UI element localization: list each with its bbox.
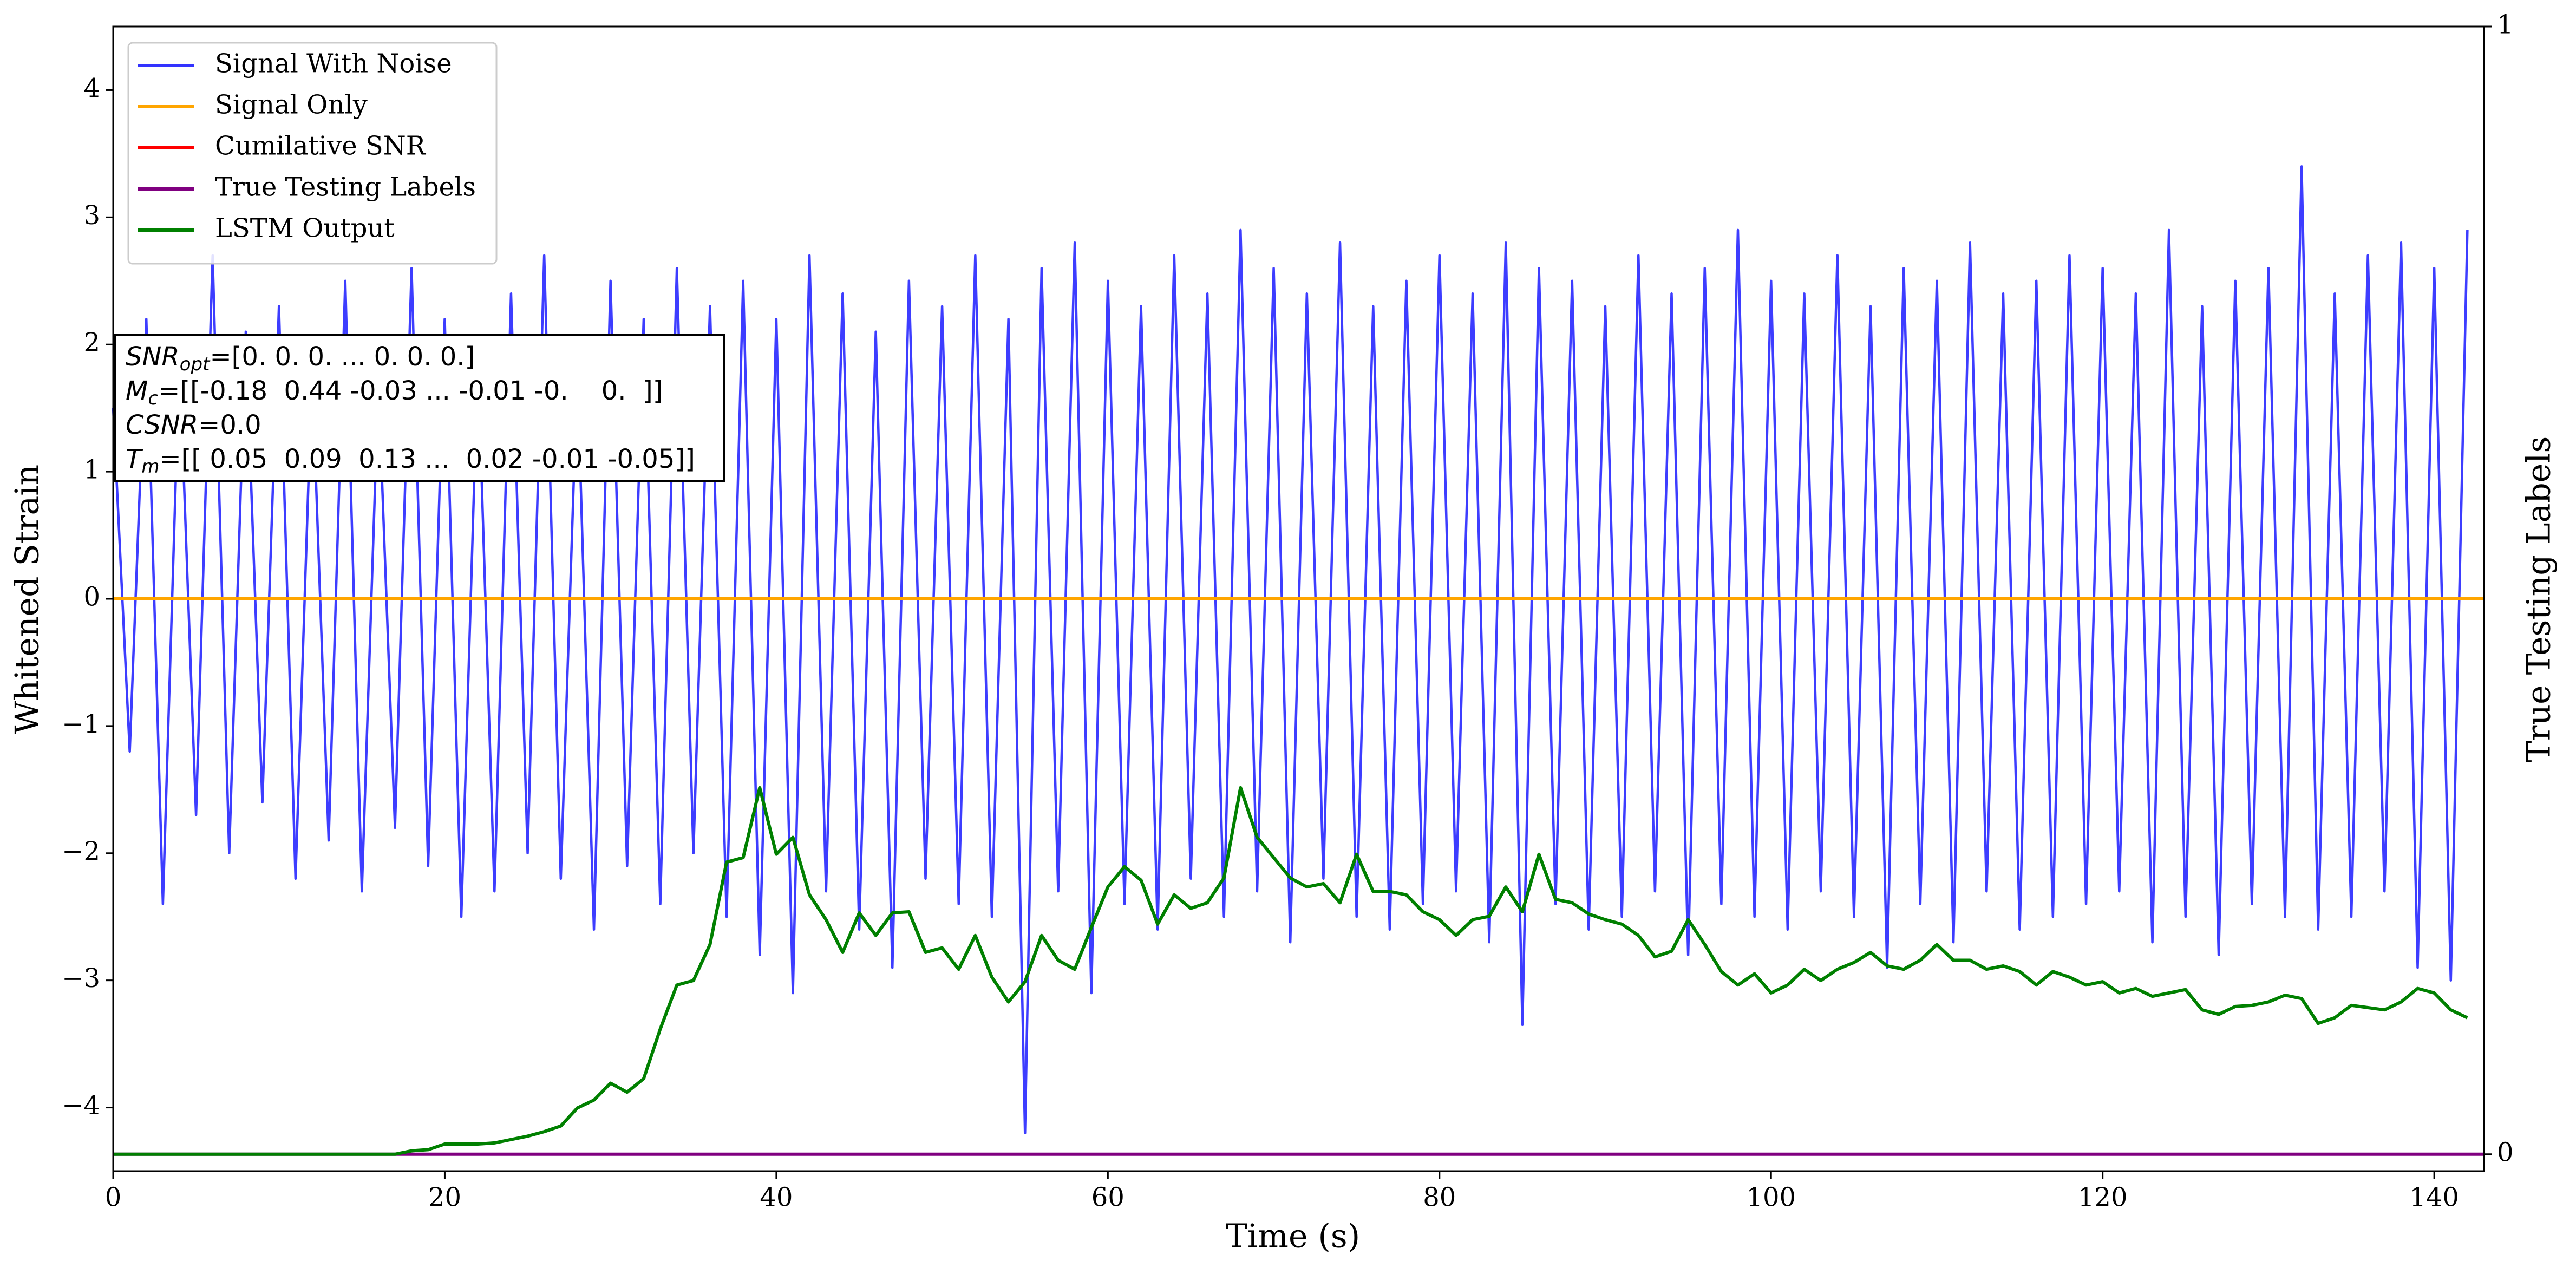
- y-axis-label: Whitened Strain: [9, 465, 47, 734]
- y-tick-label: −1: [62, 709, 100, 739]
- annotation-symbol: SNR: [126, 342, 180, 372]
- annotation-symbol: M: [126, 376, 148, 406]
- annotation-symbol: CSNR: [126, 410, 198, 440]
- annotation-text: =[0. 0. 0. ... 0. 0. 0.]: [210, 342, 475, 372]
- x-tick-label: 140: [2409, 1182, 2459, 1213]
- y-tick-label: 2: [83, 328, 100, 358]
- x-tick-label: 60: [1091, 1182, 1124, 1213]
- legend-label: Signal Only: [215, 90, 368, 120]
- series-line: [112, 165, 2469, 1134]
- legend-label: Signal With Noise: [215, 49, 452, 79]
- y-tick-label: 4: [83, 73, 100, 103]
- annotation-line: Tm=[[ 0.05 0.09 0.13 ... 0.02 -0.01 -0.0…: [126, 444, 695, 478]
- y-tick-label: 1: [83, 455, 100, 485]
- y2-tick-label: 1: [2497, 10, 2514, 40]
- legend-label: True Testing Labels: [215, 172, 476, 202]
- annotation-subscript: m: [141, 456, 159, 478]
- annotation-line: Mc=[[-0.18 0.44 -0.03 ... -0.01 -0. 0. ]…: [126, 376, 663, 409]
- annotation-box: [114, 334, 725, 482]
- legend-label: Cumilative SNR: [215, 131, 427, 161]
- y-tick-label: −2: [62, 836, 100, 866]
- annotation-text: =[[-0.18 0.44 -0.03 ... -0.01 -0. 0. ]]: [158, 376, 663, 406]
- y-tick-label: −4: [62, 1090, 100, 1121]
- x-tick-label: 0: [105, 1182, 122, 1213]
- x-tick-label: 80: [1423, 1182, 1456, 1213]
- x-tick-label: 100: [1746, 1182, 1796, 1213]
- y-tick-label: −3: [62, 963, 100, 994]
- legend-box: [127, 42, 498, 265]
- series-line: [113, 786, 2468, 1156]
- y-tick-label: 0: [83, 582, 100, 612]
- annotation-text: =0.0: [198, 410, 261, 440]
- x-tick-label: 40: [760, 1182, 793, 1213]
- annotation-symbol: T: [126, 444, 143, 474]
- y2-axis-label: True Testing Labels: [2520, 436, 2558, 763]
- x-axis-label: Time (s): [1226, 1218, 1360, 1256]
- y-tick-label: 3: [83, 200, 100, 231]
- annotation-subscript: opt: [180, 354, 211, 375]
- x-tick-label: 120: [2078, 1182, 2128, 1213]
- annotation-subscript: c: [148, 388, 158, 409]
- annotation-line: CSNR=0.0: [126, 410, 261, 440]
- annotation-text: =[[ 0.05 0.09 0.13 ... 0.02 -0.01 -0.05]…: [159, 444, 695, 474]
- legend-label: LSTM Output: [215, 213, 395, 244]
- annotation-line: SNRopt=[0. 0. 0. ... 0. 0. 0.]: [126, 342, 475, 375]
- x-tick-label: 20: [428, 1182, 461, 1213]
- y2-tick-label: 0: [2497, 1137, 2514, 1167]
